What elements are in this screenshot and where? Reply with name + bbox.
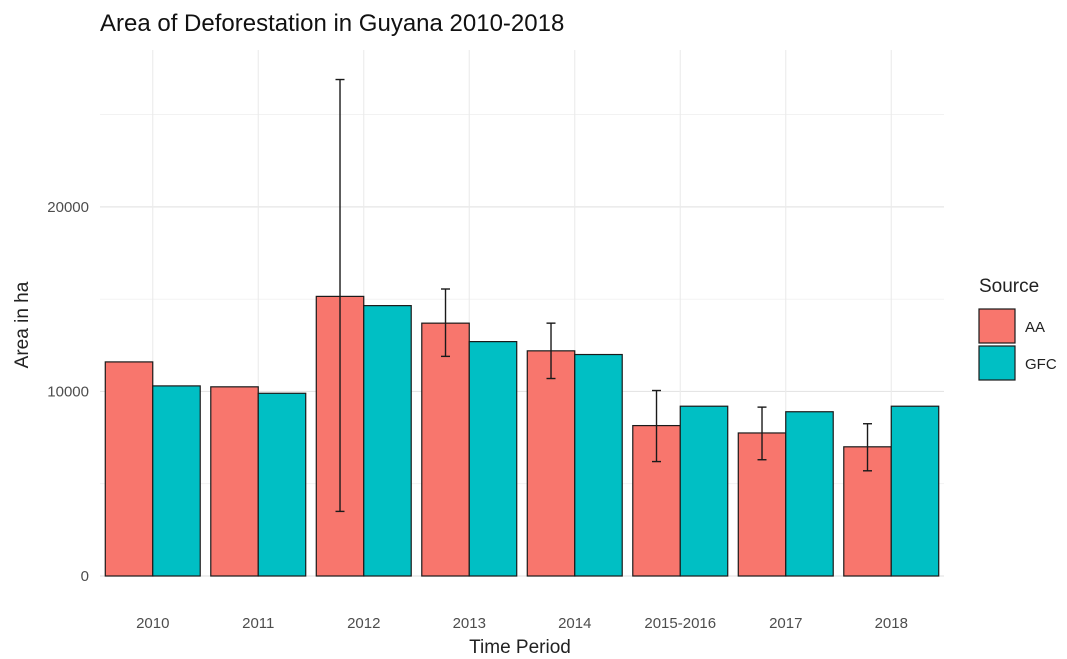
legend-label-gfc: GFC — [1025, 356, 1057, 373]
x-tick-label: 2013 — [453, 615, 486, 632]
legend-title: Source — [979, 276, 1039, 297]
x-tick-label: 2015-2016 — [644, 615, 716, 632]
y-tick-label: 10000 — [47, 383, 89, 400]
bar-aa-2011 — [210, 386, 259, 577]
bar-gfc-2018 — [890, 405, 940, 577]
y-tick-label: 20000 — [47, 199, 89, 216]
bar-gfc-2014 — [574, 353, 623, 577]
bar-gfc-2012 — [363, 305, 412, 577]
y-tick-label: 0 — [81, 568, 89, 585]
x-tick-label: 2010 — [136, 615, 169, 632]
legend: Source AA GFC — [978, 276, 1057, 381]
legend-items: AA GFC — [978, 308, 1057, 381]
y-axis-title: Area in ha — [12, 281, 33, 368]
legend-label-aa: AA — [1025, 319, 1045, 336]
x-axis-ticks: 2010 2011 2012 2013 2014 2015-2016 2017 2018 — [136, 615, 908, 632]
error-bars-layer — [335, 78, 873, 513]
bar-aa-2010 — [104, 361, 154, 577]
bar-gfc-2013 — [468, 341, 518, 577]
bar-aa-2014 — [526, 350, 576, 577]
bars-layer — [104, 295, 940, 577]
bar-aa-2013 — [421, 322, 470, 577]
legend-swatch-gfc — [978, 345, 1016, 381]
x-tick-label: 2014 — [558, 615, 591, 632]
x-tick-label: 2011 — [242, 615, 274, 632]
x-tick-label: 2018 — [875, 615, 908, 632]
x-tick-label: 2012 — [347, 615, 380, 632]
bar-gfc-2015-2016 — [679, 405, 729, 577]
chart-title: Area of Deforestation in Guyana 2010-201… — [100, 10, 564, 37]
y-axis-ticks: 0 10000 20000 — [47, 199, 89, 585]
x-axis-title: Time Period — [469, 637, 571, 658]
x-tick-label: 2017 — [769, 615, 802, 632]
legend-swatch-aa — [978, 308, 1016, 344]
bar-gfc-2011 — [257, 392, 307, 577]
bar-gfc-2017 — [785, 411, 834, 577]
bar-gfc-2010 — [152, 385, 201, 577]
